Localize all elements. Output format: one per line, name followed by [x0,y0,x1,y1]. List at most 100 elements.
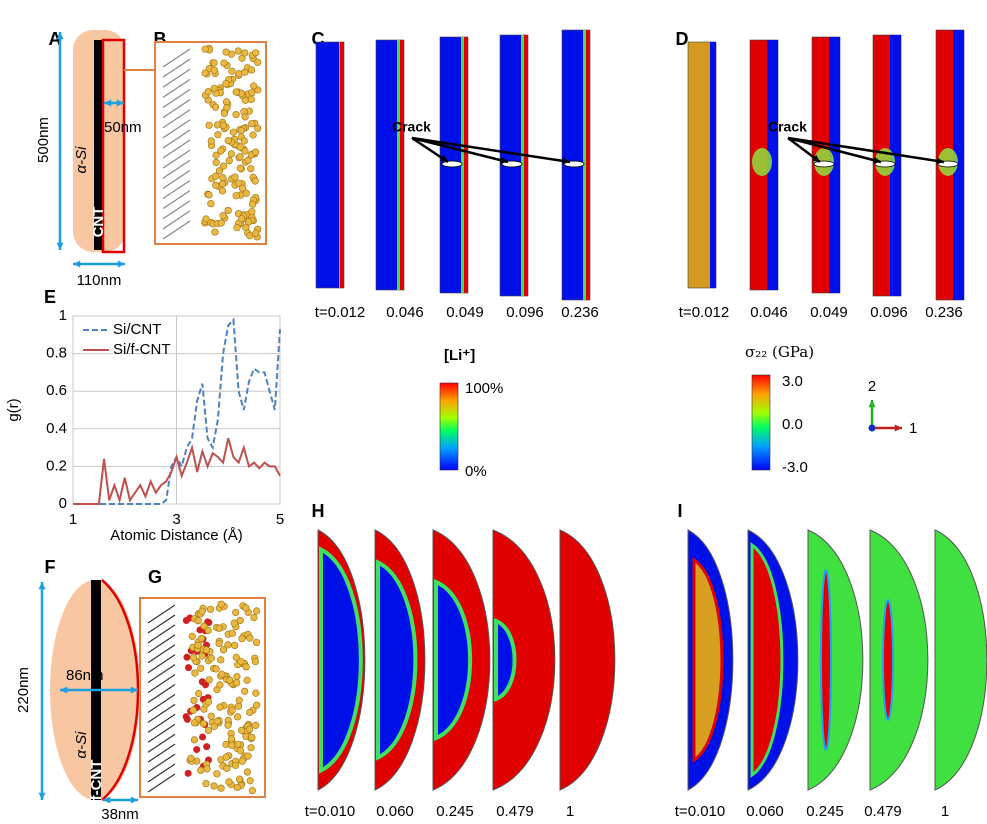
si-atom [199,608,206,615]
si-atom [205,727,212,734]
origin [869,425,876,432]
si-atom [249,734,256,741]
si-atom [235,180,242,187]
si-atom [242,605,249,612]
si-atom [226,157,233,164]
label: t=0.010 [305,803,355,820]
si-atom [238,127,245,134]
stress-zone [883,600,893,720]
si-atom [191,737,198,744]
x-tick-label: 5 [276,511,284,528]
si-atom [244,677,251,684]
strip-edge [710,42,716,288]
si-atom [250,83,257,90]
si-atom [200,720,207,727]
si-atom [216,625,223,632]
si-atom [235,48,242,55]
label: 110nm [77,272,122,289]
si-atom [234,673,241,680]
si-atom [219,671,226,678]
si-atom [231,620,238,627]
si-atom [235,703,242,710]
si-atom [220,212,227,219]
si-atom [241,138,248,145]
x-tick-label: 3 [172,511,180,528]
si-atom [247,165,254,172]
diffusion-front [321,550,361,771]
label: 50nm [104,119,142,136]
si-atom [213,159,220,166]
si-atom [237,617,244,624]
si-atom [223,49,230,56]
lens [935,530,987,790]
label: 0.046 [386,304,424,321]
si-atom [237,165,244,172]
si-atom [253,702,260,709]
x-tick-label: 1 [69,511,77,528]
si-atom [247,635,254,642]
functional-group [183,654,190,661]
colorbar [752,375,770,470]
si-atom [249,201,256,208]
label: f-CNT [88,760,105,801]
si-atom [203,780,210,787]
si-atom [215,131,222,138]
si-atom [208,655,215,662]
arrow-head [869,400,876,407]
y-tick-label: 0 [59,495,67,512]
label: Crack [768,119,807,135]
crack [814,161,834,167]
si-atom [228,736,235,743]
si-atom [252,230,259,237]
si-atom [197,665,204,672]
label: 0.479 [496,803,534,820]
si-atom [211,783,218,790]
y-tick-label: 1 [59,307,67,324]
strip-edge [340,42,344,288]
si-atom [211,85,218,92]
functional-group [199,733,206,740]
label: 1 [566,803,574,820]
label: 220nm [15,667,32,713]
si-atom [208,200,215,207]
si-atom [252,658,259,665]
si-atom [235,741,242,748]
si-atom [236,776,243,783]
label: 0.060 [376,803,414,820]
si-atom [218,220,225,227]
si-atom [208,713,215,720]
si-atom [191,697,198,704]
si-atom [251,614,258,621]
si-atom [205,627,212,634]
label: Crack [392,119,431,135]
si-atom [189,633,196,640]
si-atom [211,60,218,67]
label: F [45,557,56,577]
si-atom [253,49,260,56]
si-atom [234,784,241,791]
si-atom [248,96,255,103]
si-atom [242,97,249,104]
label: 0.236 [925,304,963,321]
si-atom [217,657,224,664]
si-atom [226,677,233,684]
label: 0% [465,463,487,480]
si-atom [197,767,204,774]
label: I [677,501,682,521]
functional-group [203,743,210,750]
si-atom [207,606,214,613]
si-atom [233,192,240,199]
si-atom [232,609,239,616]
si-atom [225,207,232,214]
si-atom [246,726,253,733]
strip-edge [524,35,528,296]
stress-zone [821,570,831,750]
si-atom [212,182,219,189]
arrow-head [39,582,46,589]
si-atom [223,754,230,761]
si-atom [253,608,260,615]
si-atom [239,758,246,765]
si-atom [208,138,215,145]
label: 38nm [101,806,139,823]
si-atom [202,70,209,77]
